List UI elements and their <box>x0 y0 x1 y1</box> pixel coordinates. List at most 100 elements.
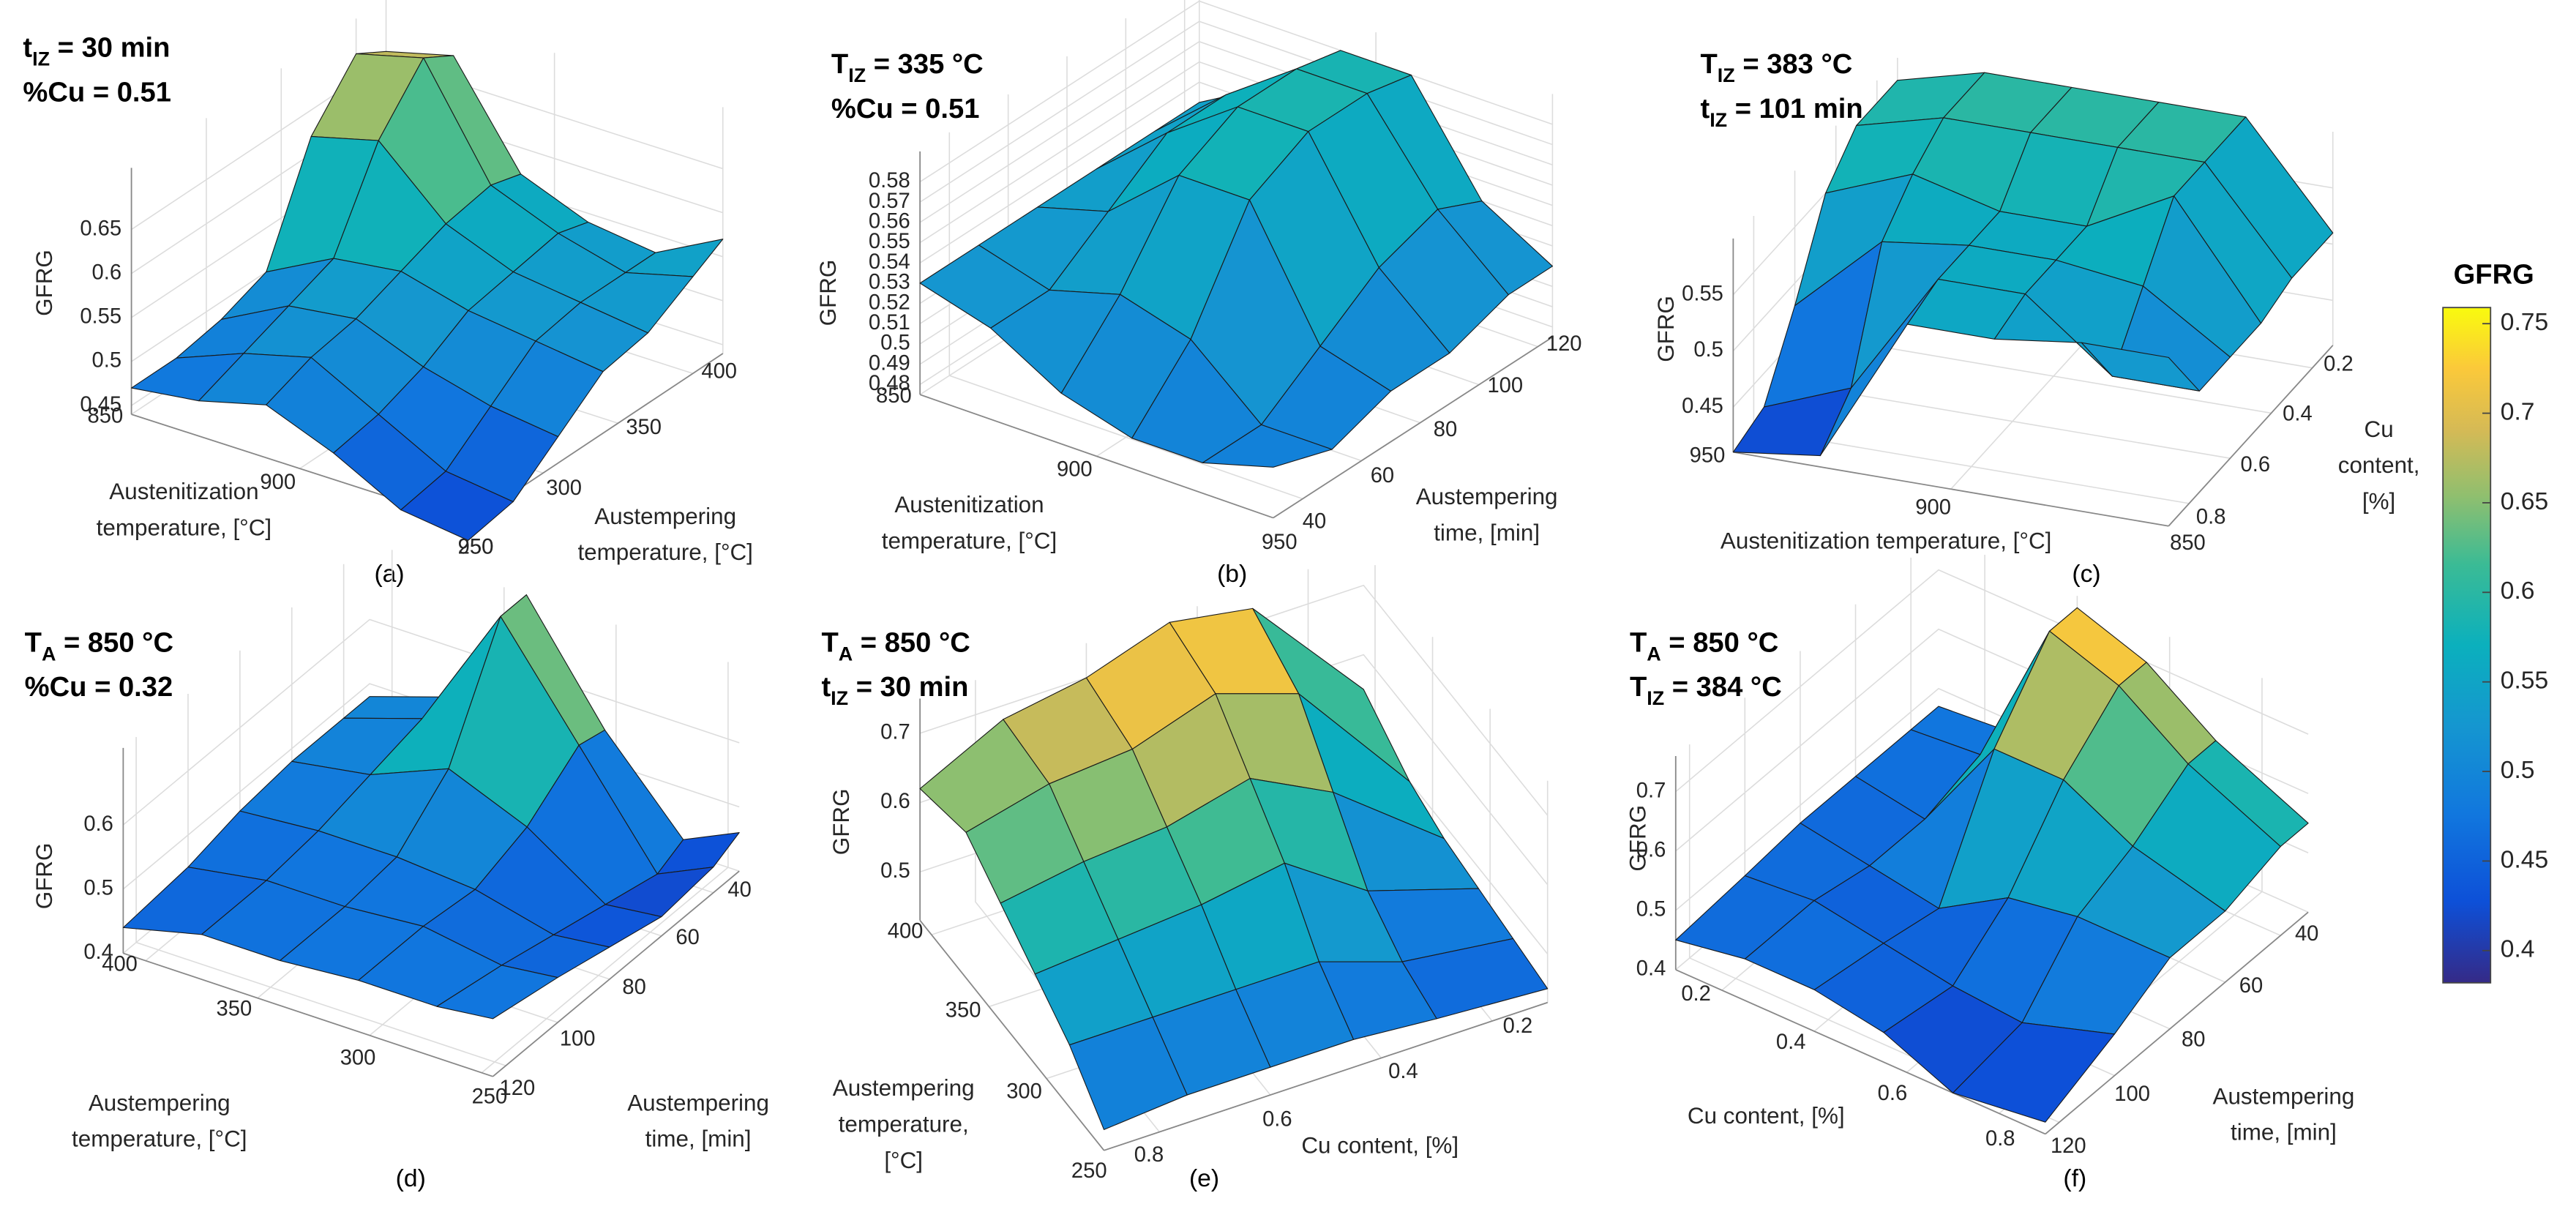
x-axis-label: Cu content, [%] <box>1301 1133 1459 1159</box>
surface-patch <box>400 471 514 541</box>
panel-label: (f) <box>2063 1165 2086 1192</box>
z-tick-label: 0.7 <box>1636 779 1666 802</box>
surface-patch <box>1068 1017 1188 1130</box>
colorbar-tick-label: 0.55 <box>2501 667 2549 695</box>
panel-label: (d) <box>396 1165 426 1192</box>
x-axis-label: Austempering <box>89 1090 231 1115</box>
annotation-text: = 30 min <box>50 32 170 64</box>
z-tick-label: 0.52 <box>869 291 910 314</box>
z-tick-label: 0.54 <box>869 250 910 274</box>
grid-line <box>1675 569 2309 793</box>
y-tick-label: 300 <box>1006 1080 1042 1103</box>
annotation-text: = 101 min <box>1727 93 1863 124</box>
y-tick-label: 40 <box>1303 509 1326 533</box>
annotation-text: = 383 °C <box>1735 48 1853 80</box>
z-tick-label: 0.56 <box>869 210 910 233</box>
annotation-base: T <box>1630 671 1647 703</box>
annotation-subscript: IZ <box>831 687 848 709</box>
annotation-subscript: A <box>1647 643 1660 665</box>
x-tick-label: 950 <box>458 535 494 558</box>
z-tick-label: 0.7 <box>880 721 910 744</box>
colorbar-tick-label: 0.4 <box>2501 936 2535 963</box>
axis-line <box>1104 1001 1548 1151</box>
surface-patch <box>1202 424 1333 468</box>
y-axis-label: [°C] <box>884 1148 923 1173</box>
colorbar-tick-label: 0.45 <box>2501 846 2549 873</box>
y-tick-label: 0.2 <box>2324 352 2354 375</box>
annotation: %Cu = 0.51 <box>23 76 171 108</box>
x-tick-label: 950 <box>1262 531 1298 554</box>
y-tick-label: 100 <box>1487 374 1523 397</box>
y-tick-label: 350 <box>946 999 981 1022</box>
x-tick-label: 0.6 <box>1878 1082 1908 1105</box>
annotation-base: t <box>1700 93 1710 124</box>
grid-line <box>122 618 740 826</box>
colorbar-title: GFRG <box>2454 259 2534 291</box>
x-axis-label: temperature, [°C] <box>97 515 272 541</box>
x-tick-label: 850 <box>88 404 124 427</box>
y-tick-label: 60 <box>1371 464 1394 487</box>
axis-line <box>1733 451 2169 527</box>
annotation: tIZ = 101 min <box>1700 93 1862 131</box>
z-tick-label: 0.5 <box>1693 338 1723 362</box>
z-axis-label: GFRG <box>31 843 57 910</box>
y-axis-label: Austempering <box>594 504 736 529</box>
z-tick-label: 0.5 <box>1636 898 1666 921</box>
y-tick-label: 40 <box>2295 922 2318 946</box>
axis-line <box>919 394 1274 519</box>
surface-patch <box>2081 342 2200 392</box>
surface-panel: 950 900 850 0.2 0.4 0.6 0.8 0.45 0.5 0.55 Austenit… <box>1653 48 2420 588</box>
annotation: TIZ = 384 °C <box>1630 671 1782 709</box>
y-tick-label: 80 <box>622 976 645 999</box>
annotation-base: t <box>821 671 831 703</box>
colorbar-tick-label: 0.75 <box>2501 309 2549 336</box>
y-axis-label: Cu <box>2365 416 2394 442</box>
y-axis-label: time, [min] <box>645 1126 752 1152</box>
z-tick-label: 0.4 <box>1636 957 1666 981</box>
z-axis-label: GFRG <box>31 250 57 316</box>
annotation: tIZ = 30 min <box>23 32 170 70</box>
x-tick-label: 900 <box>1057 458 1093 482</box>
axis-line <box>919 919 1105 1151</box>
colorbar-tick-label: 0.6 <box>2501 577 2535 605</box>
x-axis-label: Cu content, [%] <box>1688 1103 1845 1129</box>
x-tick-label: 900 <box>260 471 296 494</box>
annotation-base: T <box>831 48 848 80</box>
x-tick-label: 0.2 <box>1681 982 1711 1006</box>
annotation-text: = 384 °C <box>1664 671 1782 703</box>
x-tick-label: 250 <box>472 1085 508 1109</box>
annotation-text: = 850 °C <box>853 627 970 658</box>
y-axis-label: temperature, <box>839 1111 969 1137</box>
x-tick-label: 0.6 <box>1262 1107 1292 1131</box>
x-tick-label: 0.2 <box>1503 1014 1533 1038</box>
y-tick-label: 100 <box>560 1027 596 1050</box>
axis-line <box>2168 345 2334 527</box>
annotation-base: %Cu = 0.51 <box>23 76 171 108</box>
annotation-base: T <box>1700 48 1717 80</box>
panel-label: (a) <box>374 561 404 588</box>
colorbar-tick-label: 0.5 <box>2501 757 2535 784</box>
annotation: %Cu = 0.32 <box>25 671 173 703</box>
annotation: %Cu = 0.51 <box>831 93 980 124</box>
x-tick-label: 300 <box>340 1047 376 1070</box>
z-tick-label: 0.4 <box>83 940 113 964</box>
y-tick-label: 80 <box>2182 1028 2205 1051</box>
surface-panel: 400 350 300 250 40 60 80 100 120 0.4 0.5 0.6 Austemp… <box>25 550 769 1192</box>
z-tick-label: 0.53 <box>869 271 910 294</box>
y-tick-label: 350 <box>626 416 662 439</box>
z-tick-label: 0.5 <box>880 859 910 883</box>
annotation-text: = 30 min <box>848 671 968 703</box>
grid-line <box>919 584 1549 816</box>
z-tick-label: 0.6 <box>880 790 910 813</box>
annotation-base: %Cu = 0.51 <box>831 93 980 124</box>
y-tick-label: 300 <box>546 476 582 500</box>
x-tick-label: 900 <box>1915 496 1951 520</box>
y-tick-label: 120 <box>2051 1134 2086 1158</box>
y-tick-label: 0.4 <box>2283 402 2313 425</box>
y-axis-label: temperature, [°C] <box>577 539 752 565</box>
annotation-text: = 850 °C <box>56 627 173 658</box>
surface-panel: 0.2 0.4 0.6 0.8 40 60 80 100 120 0.4 0.5 0.6 0.7 Cu c… <box>1625 555 2354 1192</box>
y-tick-label: 250 <box>458 535 494 558</box>
annotation: TIZ = 383 °C <box>1700 48 1852 86</box>
